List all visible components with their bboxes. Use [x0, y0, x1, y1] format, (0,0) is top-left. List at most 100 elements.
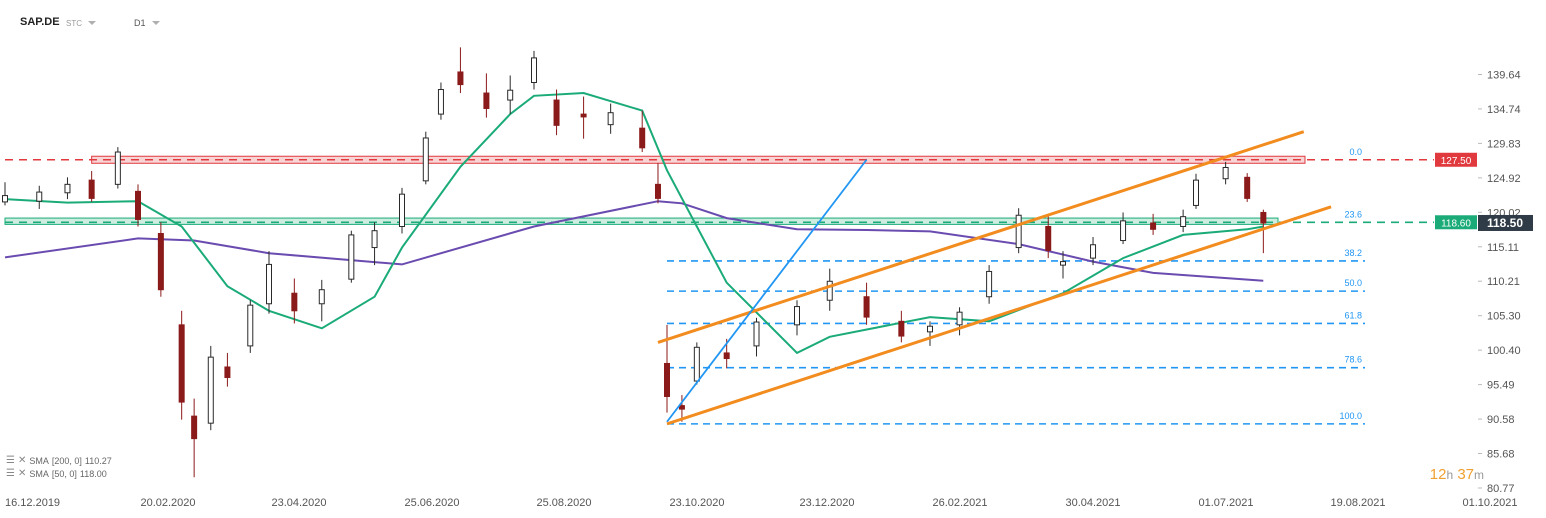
candle-body — [247, 304, 254, 347]
y-tick-label: 124.92 — [1487, 173, 1521, 185]
candle-countdown: 12h 37m — [1430, 466, 1484, 483]
x-tick-label: 23.04.2020 — [271, 497, 326, 509]
interval-selector[interactable]: D1 — [134, 17, 160, 29]
candle-body — [863, 296, 870, 318]
x-tick-label: 30.04.2021 — [1065, 497, 1120, 509]
fibonacci-retracement: 0.0 23.6 38.2 50.0 61.8 78.6 100.0 — [667, 147, 1365, 425]
candle-body — [639, 127, 646, 149]
candle-body — [399, 193, 405, 227]
y-tick-label: 129.83 — [1487, 138, 1521, 150]
x-tick-label: 25.08.2020 — [536, 497, 591, 509]
indicator-sma200[interactable]: ☰ ✕ SMA [200, 0] 110.27 — [6, 455, 112, 466]
candle-body — [157, 233, 164, 291]
close-icon[interactable]: ✕ — [17, 455, 27, 466]
y-tick-label: 80.77 — [1487, 483, 1515, 495]
mode-selector[interactable]: STC — [66, 17, 96, 29]
zone-support — [4, 217, 1279, 225]
candle-body — [1060, 261, 1066, 266]
candle-body — [1180, 216, 1187, 227]
x-axis: 16.12.2019 20.02.2020 23.04.2020 25.06.2020… — [5, 497, 1518, 509]
candle-body — [607, 112, 614, 126]
fib-label: 100.0 — [1339, 411, 1362, 421]
candle-body — [1244, 176, 1251, 199]
candle-body — [457, 71, 464, 86]
y-tick-label: 95.49 — [1487, 380, 1515, 392]
candle-body — [437, 89, 444, 115]
candle-body — [88, 179, 95, 199]
indicator-name: SMA — [29, 455, 49, 466]
indicator-params: [50, 0] — [51, 468, 77, 479]
countdown-hours: 12 — [1429, 466, 1447, 483]
y-tick-label: 100.40 — [1487, 345, 1521, 357]
indicator-name: SMA — [29, 468, 49, 479]
price-level-label: 118.60 — [1441, 218, 1471, 229]
candle-body — [1015, 214, 1022, 249]
candle-body — [664, 362, 670, 397]
candle-body — [371, 230, 378, 249]
candle-body — [553, 99, 560, 126]
candle-body — [1193, 179, 1199, 206]
indicator-sma50[interactable]: ☰ ✕ SMA [50, 0] 118.00 — [6, 468, 107, 479]
candle-body — [654, 183, 661, 199]
price-level-label: 127.50 — [1441, 156, 1472, 167]
countdown-minutes-unit: m — [1474, 468, 1484, 482]
candle-body — [1260, 211, 1267, 224]
x-tick-label: 19.08.2021 — [1330, 497, 1385, 509]
candle-body — [927, 325, 933, 333]
countdown-minutes: 37 — [1457, 466, 1474, 483]
fib-label: 38.2 — [1344, 248, 1362, 258]
indicator-value: 118.00 — [79, 468, 107, 479]
candle-body — [422, 137, 429, 182]
menu-icon[interactable]: ☰ — [6, 468, 15, 479]
trendline — [657, 130, 1305, 344]
candle-body — [986, 270, 993, 298]
candle-body — [36, 191, 43, 202]
candle-body — [723, 352, 730, 360]
fib-label: 61.8 — [1344, 310, 1362, 320]
x-tick-label: 01.10.2021 — [1462, 497, 1517, 509]
candle-body — [531, 57, 537, 83]
candle-body — [794, 306, 800, 326]
x-tick-label: 23.10.2020 — [669, 497, 724, 509]
indicator-value: 110.27 — [84, 455, 112, 466]
menu-icon[interactable]: ☰ — [6, 455, 15, 466]
candle-body — [348, 234, 355, 280]
fib-label: 23.6 — [1344, 209, 1362, 219]
chevron-down-icon — [151, 21, 160, 26]
close-icon[interactable]: ✕ — [17, 468, 27, 479]
candle-body — [1120, 220, 1127, 242]
symbol-selector[interactable]: SAP.DE — [20, 16, 60, 28]
candle-body — [753, 321, 760, 347]
interval-label: D1 — [134, 18, 146, 28]
sma-line — [4, 200, 1264, 282]
candle-body — [1222, 166, 1229, 180]
candle-body — [956, 311, 963, 326]
price-level-tag — [1435, 152, 1477, 167]
symbol-label: SAP.DE — [20, 16, 60, 28]
candle-body — [178, 324, 185, 403]
candle-body — [898, 320, 905, 337]
candle-body — [224, 366, 231, 379]
candle-body — [291, 292, 298, 312]
chevron-down-icon — [88, 21, 96, 26]
candle-body — [135, 190, 141, 220]
candle-body — [693, 346, 700, 382]
candle-body — [2, 195, 8, 203]
x-tick-label: 20.02.2020 — [140, 497, 195, 509]
candles — [2, 47, 1267, 478]
mode-label: STC — [66, 19, 82, 28]
candle-body — [1090, 244, 1097, 259]
candle-body — [318, 289, 325, 305]
candle-body — [114, 151, 121, 185]
candle-body — [266, 263, 272, 305]
current-price-label: 118.50 — [1487, 216, 1523, 230]
y-tick-label: 134.74 — [1487, 104, 1521, 116]
fib-label: 78.6 — [1344, 355, 1362, 365]
candle-body — [1045, 225, 1052, 251]
trendline — [666, 159, 868, 423]
candle-body — [580, 113, 587, 118]
candle-body — [826, 280, 833, 301]
x-tick-label: 01.07.2021 — [1198, 497, 1253, 509]
y-tick-label: 90.58 — [1487, 414, 1515, 426]
